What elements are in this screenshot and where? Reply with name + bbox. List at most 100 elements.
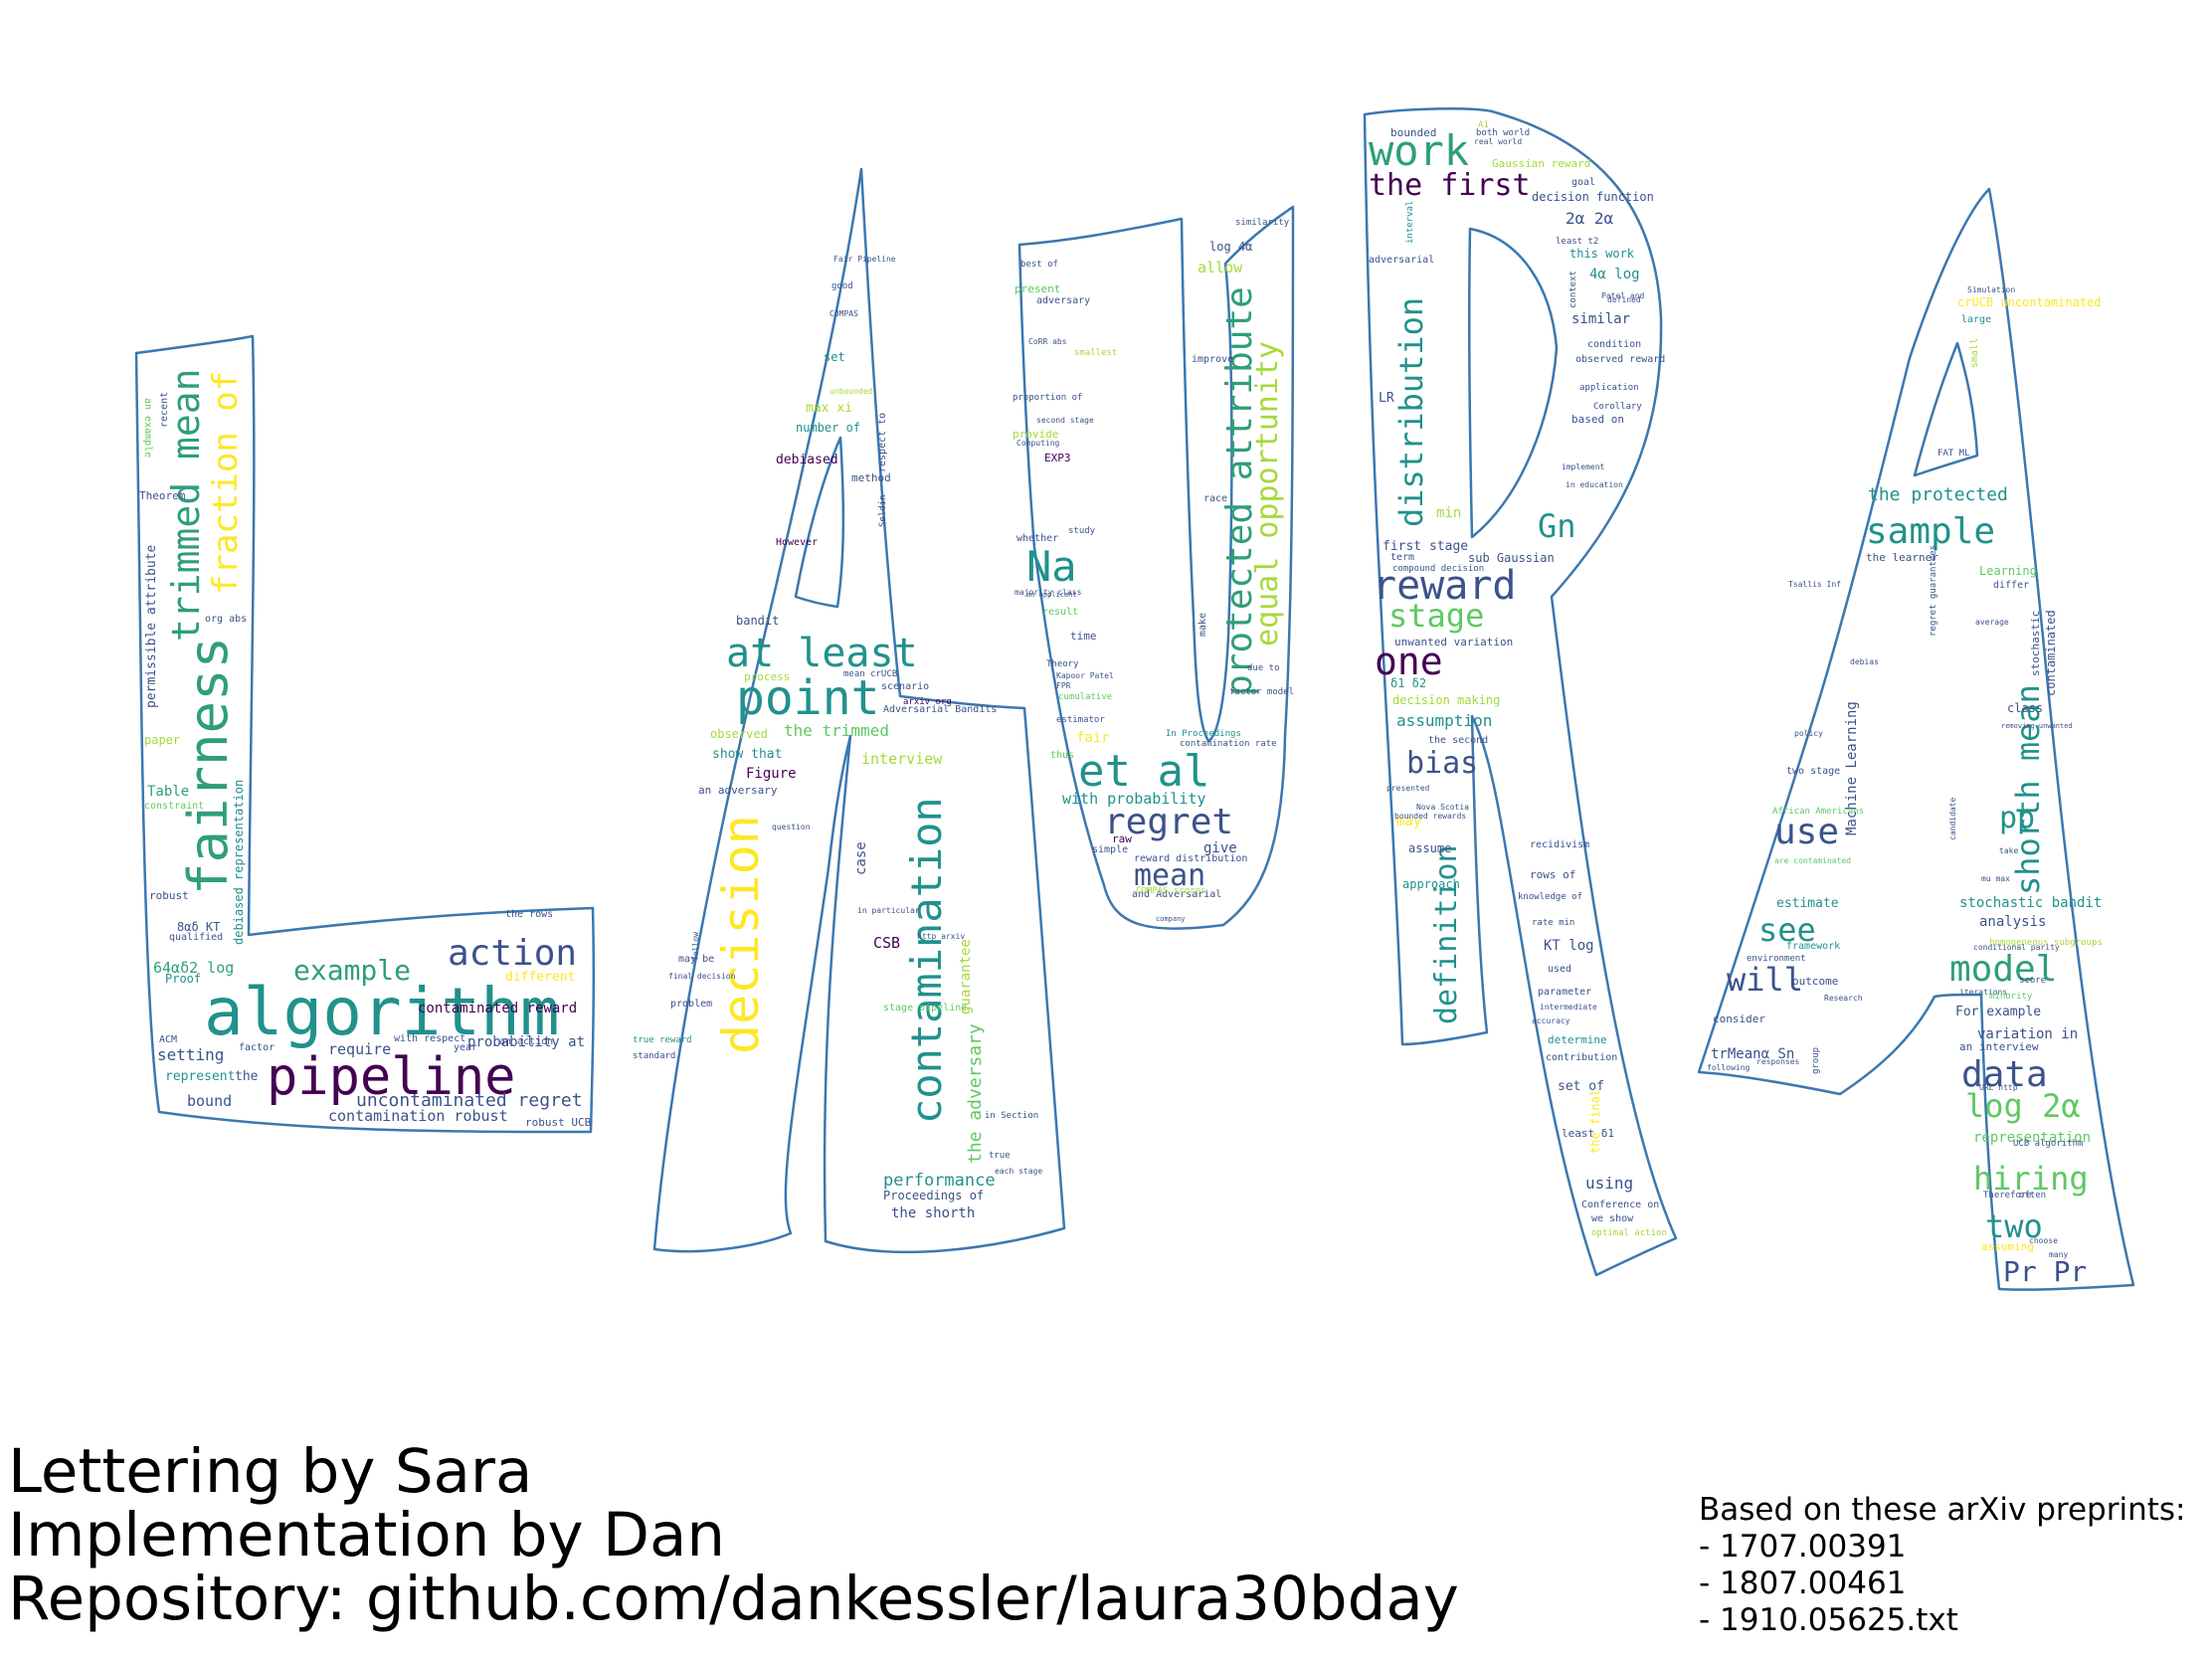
word: proportion of: [1013, 393, 1082, 403]
word: max xi: [806, 401, 852, 416]
word: due to: [1247, 663, 1280, 673]
word: will: [1727, 961, 1803, 999]
word: African Americans: [1772, 807, 1864, 817]
word: Table: [147, 784, 189, 800]
word: the: [235, 1069, 259, 1084]
letter-r-words: work the first distribution reward stage…: [1369, 120, 1667, 1238]
word: with probability: [1062, 790, 1206, 808]
word: thus: [1050, 750, 1074, 761]
word: the protected: [1868, 484, 2008, 505]
word: interview: [861, 750, 943, 768]
letter-a1-outline: [652, 167, 1066, 1254]
word: the shorth: [891, 1205, 975, 1221]
word: represent: [165, 1069, 235, 1084]
word: many: [2049, 1250, 2068, 1259]
word: outcome: [1792, 975, 1838, 988]
word: LR: [1379, 391, 1394, 406]
letter-r-outline: [1363, 107, 1678, 1277]
letter-u-outline: [1017, 205, 1295, 930]
word: may be: [678, 954, 714, 965]
word: large: [1961, 314, 1991, 325]
word: URL http: [1979, 1083, 2018, 1092]
word: based on: [1571, 413, 1624, 426]
word: consider: [1713, 1013, 1765, 1025]
letter-l-outline: [134, 334, 596, 1134]
word: each stage: [995, 1167, 1042, 1176]
word: ACM: [159, 1034, 177, 1045]
word: simple: [1092, 844, 1128, 855]
word: 8αδ KT: [177, 920, 220, 934]
word: algorithm: [204, 974, 560, 1050]
word: Theory: [1046, 659, 1079, 669]
word: Adversarial Bandits: [883, 704, 997, 715]
word: min: [1436, 505, 1461, 521]
word: show that: [712, 747, 782, 762]
word: often: [2019, 1191, 2046, 1200]
credit-repository: Repository: github.com/dankessler/laura3…: [8, 1564, 1459, 1634]
word: raw: [1112, 832, 1132, 845]
word: assume: [1408, 841, 1451, 855]
word: analysis: [1979, 914, 2046, 930]
word: the trimmed: [784, 721, 889, 740]
word: unwanted variation: [1394, 636, 1513, 648]
word: stochastic: [2029, 611, 2042, 676]
word: decision function: [1532, 190, 1654, 204]
word: FPR: [1056, 681, 1071, 690]
word: contaminated: [2044, 610, 2058, 696]
word: case: [853, 841, 869, 875]
word: best of: [1020, 260, 1058, 270]
word: bounded rewards: [1394, 812, 1466, 821]
word: true reward: [633, 1035, 692, 1045]
word: see: [1758, 911, 1816, 949]
word: CSB: [873, 934, 900, 952]
word: Learning: [1979, 564, 2037, 578]
word: Seldin: [878, 494, 888, 527]
word: set: [824, 350, 845, 364]
source-list: Based on these arXiv preprints: - 1707.0…: [1699, 1492, 2185, 1639]
word: estimator: [1056, 715, 1105, 725]
word: performance: [883, 1171, 996, 1191]
letter-a2-outline: [1697, 187, 2135, 1291]
word: Corollary: [1593, 402, 1642, 412]
word: accuracy: [1532, 1016, 1570, 1025]
word: CoRR abs: [1028, 337, 1067, 346]
word: similarity: [1235, 218, 1290, 228]
word: removing unwanted: [2001, 722, 2073, 730]
word: In Proceedings: [1166, 729, 1241, 739]
word: the second: [1428, 735, 1488, 746]
word: follow: [691, 932, 700, 961]
word: log 2α: [1965, 1087, 2081, 1125]
word: observed reward: [1575, 354, 1665, 365]
word: mean: [1134, 858, 1205, 893]
word: application: [1579, 383, 1639, 393]
word: iterations: [1959, 988, 2007, 997]
word: Computing: [1016, 439, 1060, 448]
word: the adversary: [965, 1023, 986, 1164]
word: Na: [1026, 542, 1077, 591]
word: two stage: [1786, 766, 1840, 777]
word: bandit: [736, 614, 779, 628]
word: following: [1707, 1063, 1751, 1072]
word: shorth mean: [2009, 684, 2047, 895]
word: 2α 2α: [1566, 209, 1614, 228]
word: race: [1203, 493, 1227, 504]
word: rows of: [1530, 868, 1575, 881]
word: observed: [710, 727, 768, 741]
word: company: [1156, 915, 1186, 923]
word: in education: [1566, 480, 1623, 489]
source-item: - 1707.00391: [1699, 1529, 1907, 1565]
word: Theorem: [139, 489, 186, 502]
word: score: [2019, 976, 2046, 986]
word: using: [1585, 1174, 1633, 1193]
word: average: [1975, 618, 2009, 627]
word: determine: [1548, 1033, 1607, 1046]
word: A1: [1478, 120, 1489, 130]
word: action: [448, 933, 577, 974]
word: KT log: [1544, 938, 1594, 954]
word: Figure: [746, 766, 797, 782]
word: require: [328, 1040, 391, 1058]
word: policy: [1794, 729, 1823, 738]
word: setting: [157, 1045, 224, 1064]
word: the rows: [505, 909, 553, 920]
word: debias: [1850, 657, 1879, 666]
